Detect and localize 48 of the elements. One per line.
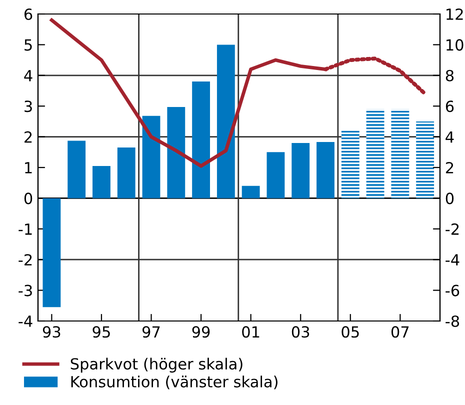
x-tick-label: 05: [342, 326, 359, 338]
y-tick-label: 0: [24, 192, 32, 204]
y2-tick-label: 4: [446, 131, 454, 143]
y2-tick-label: -2: [446, 223, 459, 235]
bar: [117, 148, 136, 198]
bar: [216, 44, 235, 198]
y-tick-label: -2: [18, 254, 32, 266]
y-tick-label: 4: [24, 70, 32, 82]
y2-tick-label: -6: [446, 284, 460, 296]
y2-tick-label: 2: [446, 162, 454, 174]
x-tick-label: 99: [192, 326, 210, 338]
y2-tick-label: 8: [446, 70, 454, 82]
x-tick-label: 07: [391, 326, 409, 338]
bar: [192, 82, 210, 198]
y2-tick-label: 12: [446, 8, 463, 20]
y2-tick-label: 6: [446, 100, 454, 112]
y2-tick-label: 10: [446, 39, 464, 51]
y-tick-label: -1: [18, 224, 32, 235]
y-tick-label: 2: [24, 131, 32, 143]
bar: [316, 142, 334, 198]
bar: [341, 130, 360, 198]
bar: [242, 186, 260, 198]
y2-tick-label: -4: [446, 254, 460, 266]
legend-label: Sparkvot (höger skala): [70, 358, 242, 373]
x-tick-label: 95: [92, 326, 110, 338]
bar: [266, 152, 285, 198]
x-tick-label: 97: [142, 326, 160, 338]
bar: [92, 166, 110, 198]
y2-tick-label: -8: [446, 315, 460, 328]
bar: [167, 107, 186, 198]
y-tick-label: 3: [24, 100, 32, 112]
y-tick-label: 6: [24, 8, 32, 20]
bar: [142, 116, 160, 198]
x-tick-label: 93: [42, 326, 60, 338]
bar: [391, 109, 410, 198]
bar: [42, 198, 61, 308]
bar: [68, 140, 86, 198]
y2-tick-label: 0: [446, 192, 454, 204]
bar: [292, 142, 310, 198]
x-tick-label: 03: [292, 326, 310, 338]
y-tick-label: -4: [18, 316, 32, 327]
y-tick-label: 5: [24, 39, 32, 51]
x-tick-label: 01: [242, 326, 260, 338]
bar: [416, 121, 434, 198]
y-tick-label: -3: [18, 284, 32, 296]
bar: [366, 109, 384, 198]
y-tick-label: 1: [25, 162, 32, 174]
legend-label: Konsumtion (vänster skala): [71, 376, 278, 390]
